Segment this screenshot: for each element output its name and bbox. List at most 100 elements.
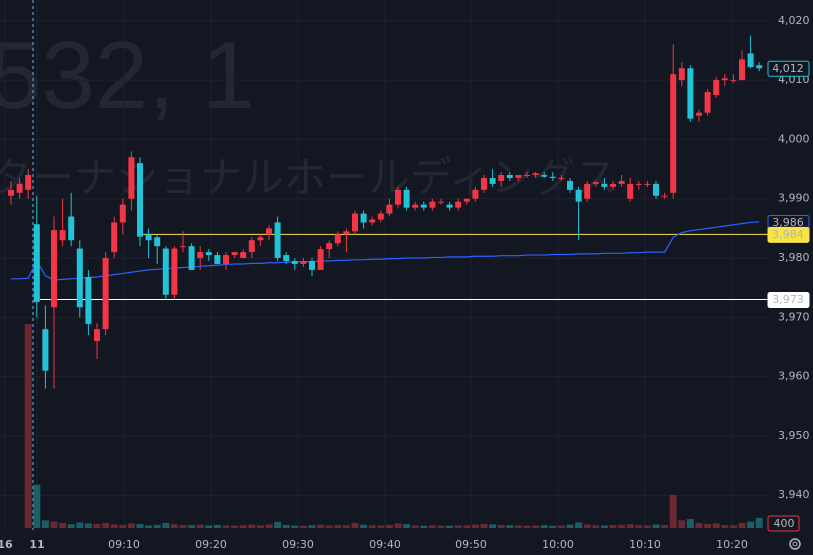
candle-body (713, 80, 720, 95)
candle-body (721, 78, 728, 81)
volume-bar (76, 522, 84, 528)
candle-body (248, 240, 255, 253)
candle-body (661, 195, 668, 197)
volume-bar (394, 523, 402, 528)
volume-bar (351, 522, 359, 528)
candle-body (8, 189, 14, 196)
x-tick-label: 09:50 (455, 538, 487, 551)
volume-bar (643, 525, 651, 528)
x-tick-label: 09:40 (369, 538, 401, 551)
volume-bar (334, 524, 342, 528)
candle-body (334, 234, 341, 244)
candle-body (481, 177, 487, 190)
candle-body (678, 68, 685, 81)
x-tick-label: 09:30 (282, 538, 314, 551)
volume-bar (84, 523, 92, 528)
price-label: 3,973 (772, 293, 804, 306)
volume-bar (609, 524, 617, 528)
candle-body (33, 224, 40, 302)
candle-body (687, 68, 694, 119)
volume-bar (24, 324, 32, 528)
volume-label: 400 (774, 517, 795, 530)
candle-body (188, 246, 195, 270)
volume-bar (145, 525, 153, 528)
x-tick-label: 09:20 (195, 538, 227, 551)
volume-bar (540, 525, 548, 528)
candle-body (670, 74, 677, 193)
candle-body (300, 261, 307, 264)
volume-bar (523, 525, 531, 528)
candle-body (704, 91, 711, 113)
volume-bar (403, 524, 411, 528)
volume-bar (489, 524, 497, 528)
y-tick-label: 3,990 (778, 192, 810, 205)
volume-bar (41, 520, 49, 528)
volume-bar (50, 521, 58, 528)
candle-body (627, 183, 634, 199)
candle-body (446, 204, 453, 208)
candle-body (472, 189, 479, 199)
volume-bar (317, 524, 325, 528)
candle-body (618, 180, 625, 184)
volume-bar (532, 525, 540, 528)
price-label: 3,984 (772, 228, 804, 241)
volume-bar (188, 525, 196, 528)
candle-body (76, 248, 83, 308)
volume-bar (385, 524, 393, 528)
settings-icon[interactable] (789, 538, 801, 550)
volume-bar (196, 524, 204, 528)
candle-body (601, 183, 608, 187)
watermark-symbol: 532, 1 (0, 22, 255, 129)
volume-bar (274, 521, 282, 528)
volume-bar (480, 523, 488, 528)
price-label: 4,012 (772, 62, 804, 75)
candle-body (438, 201, 444, 203)
volume-bar (454, 525, 462, 528)
plot (8, 35, 768, 528)
candle-body (59, 230, 66, 241)
x-tick-label: 10:20 (716, 538, 748, 551)
candle-body (567, 180, 573, 190)
candle-body (369, 219, 376, 223)
candle-body (730, 80, 737, 82)
volume-bar (411, 525, 419, 528)
volume-bar (153, 524, 161, 528)
volume-bar (446, 525, 454, 528)
volume-bar (59, 522, 67, 528)
candle-body (291, 261, 298, 264)
volume-bar (678, 520, 686, 528)
volume-bar (205, 525, 213, 528)
volume-bar (661, 524, 669, 528)
candle-body (558, 177, 565, 179)
volume-bar (420, 525, 428, 528)
volume-bar (557, 525, 565, 528)
candle-body (455, 201, 462, 208)
volume-bar (471, 524, 479, 528)
volume-bar (33, 484, 41, 528)
volume-bar (428, 525, 436, 528)
candle-body (653, 183, 659, 196)
candle-body (309, 261, 315, 270)
candle-body (463, 198, 470, 202)
watermark-name: ターナショナルホールディングス (0, 153, 617, 202)
volume-bar (549, 525, 557, 528)
candle-body (429, 201, 436, 208)
candle-body (610, 183, 616, 187)
candle-body (524, 175, 530, 177)
volume-bar (721, 524, 729, 528)
candle-body (128, 157, 135, 199)
volume-bar (695, 522, 703, 528)
volume-bar (265, 524, 273, 528)
candle-body (257, 237, 264, 241)
candle-body (51, 230, 57, 308)
volume-bar (755, 517, 763, 528)
volume-bar (102, 522, 110, 528)
volume-bar (626, 524, 634, 528)
volume-bar (618, 524, 626, 528)
volume-bar (239, 525, 247, 528)
candle-body (377, 213, 384, 220)
candle-body (541, 175, 548, 177)
candle-body (592, 182, 599, 184)
candle-body (635, 183, 642, 185)
